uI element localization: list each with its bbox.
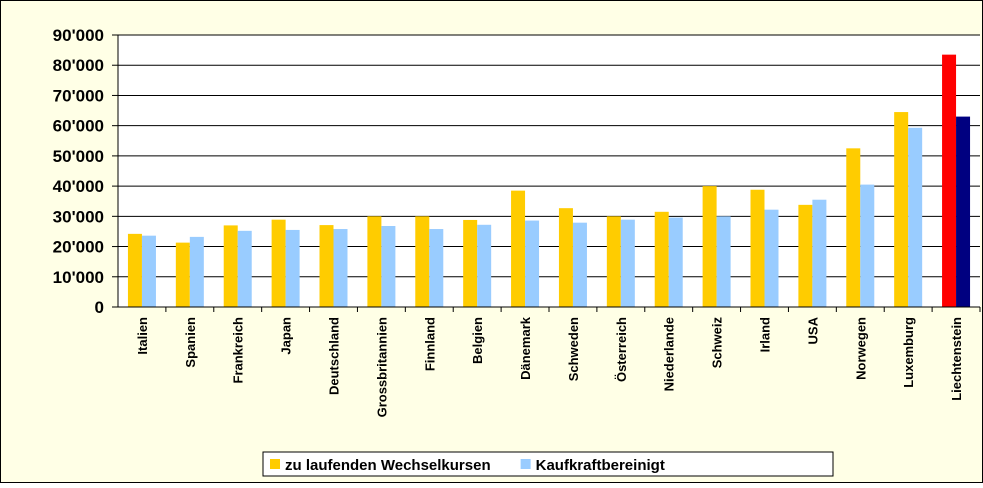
bar [894,112,909,307]
bar [271,219,286,307]
y-tick-label: 50'000 [53,147,104,166]
bar [798,204,813,307]
y-tick-label: 90'000 [53,26,104,45]
bar [381,226,396,307]
bar [175,242,190,307]
x-tick-label: Dänemark [518,316,533,380]
bar [750,189,765,307]
x-tick-label: Frankreich [231,317,246,384]
bar [620,219,635,307]
x-tick-label: Niederlande [662,317,677,391]
bar [511,190,526,307]
x-tick-label: Grossbritannien [374,317,389,417]
x-tick-label: Norwegen [853,317,868,380]
bar [319,225,334,307]
bar [654,211,669,307]
bar [860,184,875,307]
bar [525,220,540,307]
legend-label: Kaufkraftbereinigt [536,457,665,474]
bar [702,186,717,307]
bar [846,148,861,307]
x-tick-label: Irland [758,317,773,352]
bar [477,224,492,307]
y-tick-label: 40'000 [53,177,104,196]
x-tick-label: Spanien [183,317,198,368]
bar [127,233,142,307]
bar [367,216,382,307]
legend-box [262,451,834,477]
bar [285,229,300,307]
bar [223,225,238,307]
x-tick-label: Schweiz [710,317,725,369]
y-tick-label: 0 [95,298,104,317]
bar [764,209,779,307]
bar [668,217,683,307]
y-tick-label: 60'000 [53,117,104,136]
bar [716,216,731,307]
x-tick-label: Österreich [614,317,629,382]
bar [141,235,156,307]
legend-swatch [270,459,280,469]
x-tick-label: Deutschland [327,317,342,395]
bar [189,236,204,307]
bar [572,222,587,307]
legend-swatch [520,459,531,469]
x-tick-label: Japan [279,317,294,355]
x-tick-label: Belgien [470,317,485,364]
y-tick-label: 20'000 [53,238,104,257]
y-tick-label: 30'000 [53,207,104,226]
x-tick-label: Schweden [566,317,581,381]
bar [429,229,444,307]
bar [908,127,923,307]
plot-area [118,35,980,307]
y-tick-label: 80'000 [53,56,104,75]
x-tick-label: USA [805,316,820,344]
bar [333,229,348,307]
bar [237,230,252,307]
bar [606,216,621,307]
y-tick-label: 70'000 [53,86,104,105]
bar [415,216,430,307]
bar [956,116,971,307]
bar [812,199,827,307]
x-tick-label: Liechtenstein [949,317,964,401]
legend-label: zu laufenden Wechselkursen [285,457,491,474]
bar [463,219,478,307]
x-tick-label: Finnland [422,317,437,371]
x-tick-label: Luxemburg [901,317,916,388]
x-tick-label: Italien [135,317,150,355]
bar [942,54,957,308]
y-tick-label: 10'000 [53,268,104,287]
bar [558,208,573,307]
